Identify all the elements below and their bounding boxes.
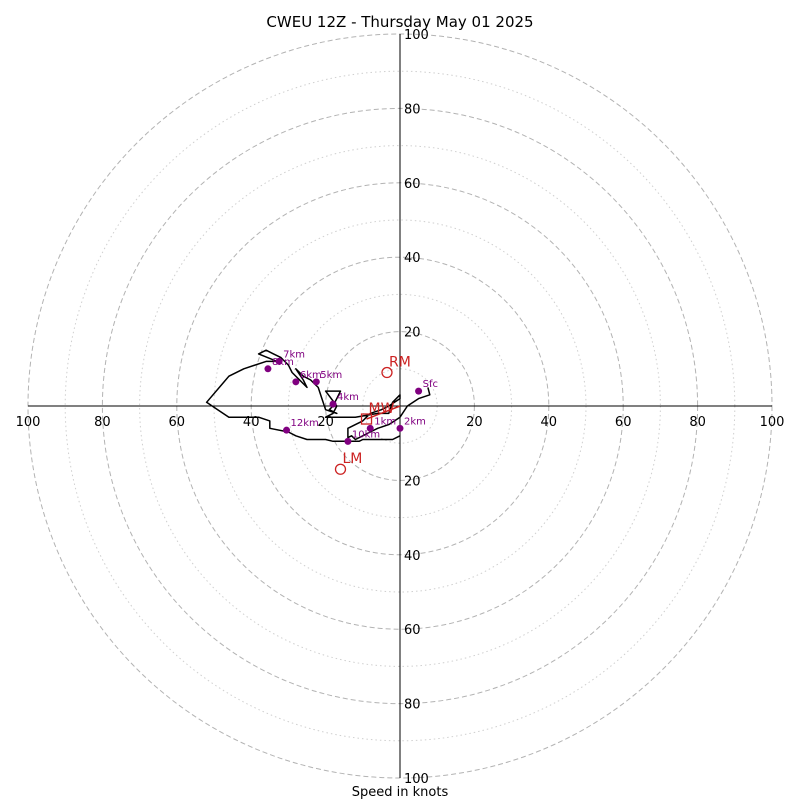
height-marker-label: 4km xyxy=(337,392,359,403)
height-marker xyxy=(264,365,272,373)
height-marker-label: 8km xyxy=(272,357,294,368)
height-marker xyxy=(329,400,337,408)
tick-labels: 100 80 60 40 20 20 40 60 80 100 100 80 60 40 20 20 40 60 8… xyxy=(16,28,785,787)
storm-motion-markers: RM MW LM xyxy=(334,355,411,475)
height-marker xyxy=(396,424,404,432)
tick-label-y: 40 xyxy=(404,549,421,564)
hodograph-line xyxy=(205,349,431,443)
height-marker-label: 7km xyxy=(283,349,305,360)
tick-label-y: 100 xyxy=(404,772,429,787)
height-marker-label: 12km xyxy=(291,418,319,429)
tick-label-x: 40 xyxy=(243,415,260,430)
tick-label-x: 20 xyxy=(466,415,483,430)
storm-motion-label: RM xyxy=(389,355,411,371)
x-axis-label: Speed in knots xyxy=(352,785,449,800)
height-marker-label: 2km xyxy=(404,416,426,427)
height-marker xyxy=(292,378,300,386)
storm-motion-marker xyxy=(381,366,393,379)
tick-label-y: 40 xyxy=(404,251,421,266)
height-marker xyxy=(366,424,374,432)
tick-label-x: 60 xyxy=(615,415,632,430)
height-marker xyxy=(312,378,320,386)
tick-label-y: 80 xyxy=(404,698,421,713)
height-marker-label: 5km xyxy=(320,370,342,381)
height-marker-label: Sfc xyxy=(423,379,438,390)
tick-label-y: 80 xyxy=(404,102,421,117)
tick-label-x: 100 xyxy=(16,415,41,430)
height-marker xyxy=(344,437,352,445)
tick-label-y: 20 xyxy=(404,326,421,341)
tick-label-y: 60 xyxy=(404,623,421,638)
storm-motion-marker xyxy=(334,463,347,475)
height-marker xyxy=(415,387,423,395)
height-marker xyxy=(283,426,291,434)
tick-label-y: 100 xyxy=(404,28,429,43)
tick-label-x: 80 xyxy=(689,415,706,430)
tick-label-x: 40 xyxy=(541,415,558,430)
storm-motion-marker xyxy=(360,413,373,425)
tick-label-x: 80 xyxy=(94,415,111,430)
tick-label-x: 60 xyxy=(169,415,186,430)
storm-motion-label: MW xyxy=(369,401,395,417)
tick-label-y: 60 xyxy=(404,177,421,192)
height-marker-label: 6km xyxy=(300,370,322,381)
height-marker-label: 1km xyxy=(374,416,396,427)
tick-label-x: 100 xyxy=(760,415,785,430)
chart-title: CWEU 12Z - Thursday May 01 2025 xyxy=(266,13,533,31)
tick-label-y: 20 xyxy=(404,474,421,489)
tick-label-x: 20 xyxy=(317,415,334,430)
hodograph-trace xyxy=(205,349,431,443)
height-marker xyxy=(275,357,283,365)
height-marker-label: 10km xyxy=(352,429,380,440)
storm-motion-label: LM xyxy=(342,451,362,467)
